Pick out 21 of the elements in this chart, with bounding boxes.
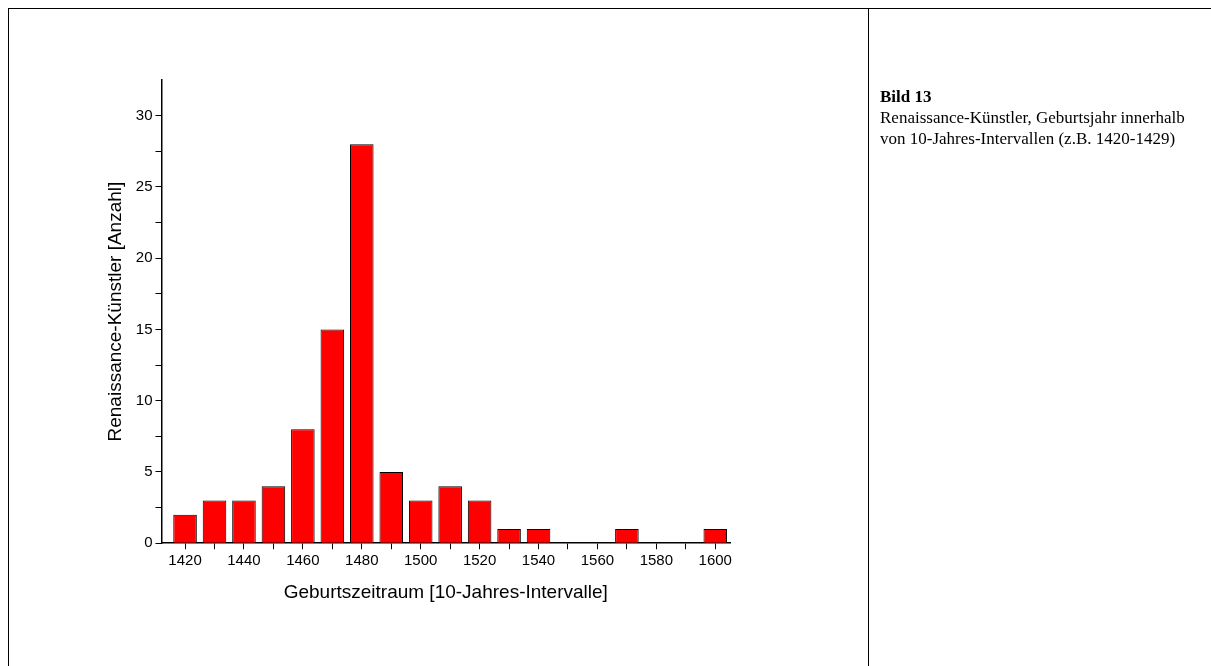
text: Bild 13 (880, 86, 933, 107)
x-tick-label: 1520 (462, 551, 497, 569)
y-tick-label: 20 (135, 248, 153, 266)
y-tick-label: 30 (135, 105, 153, 123)
x-tick-label: 1580 (639, 551, 674, 569)
x-tick-label: 1560 (580, 551, 615, 569)
text: Renaissance-Künstler, Geburtsjahr innerhalb von 10-Jahres-Intervallen (z.B. 1420-1429) (880, 107, 1186, 149)
x-tick-label: 1480 (345, 551, 379, 569)
x-tick-label: 1540 (521, 551, 556, 569)
x-tick-label: 1460 (286, 551, 320, 569)
y-tick-label: 10 (135, 390, 153, 408)
y-tick-label: 5 (144, 462, 153, 480)
y-axis-title: Renaissance-Künstler [Anzahl] (103, 181, 125, 442)
x-tick-label: 1600 (698, 551, 732, 569)
y-tick-label: 25 (135, 177, 153, 195)
x-tick-label: 1440 (227, 551, 261, 569)
x-tick-label: 1420 (168, 551, 202, 569)
x-tick-label: 1500 (404, 551, 438, 569)
y-tick-label: 15 (135, 319, 153, 337)
y-tick-label: 0 (144, 533, 153, 551)
x-axis-title: Geburtszeitraum [10-Jahres-Intervalle] (283, 580, 608, 602)
